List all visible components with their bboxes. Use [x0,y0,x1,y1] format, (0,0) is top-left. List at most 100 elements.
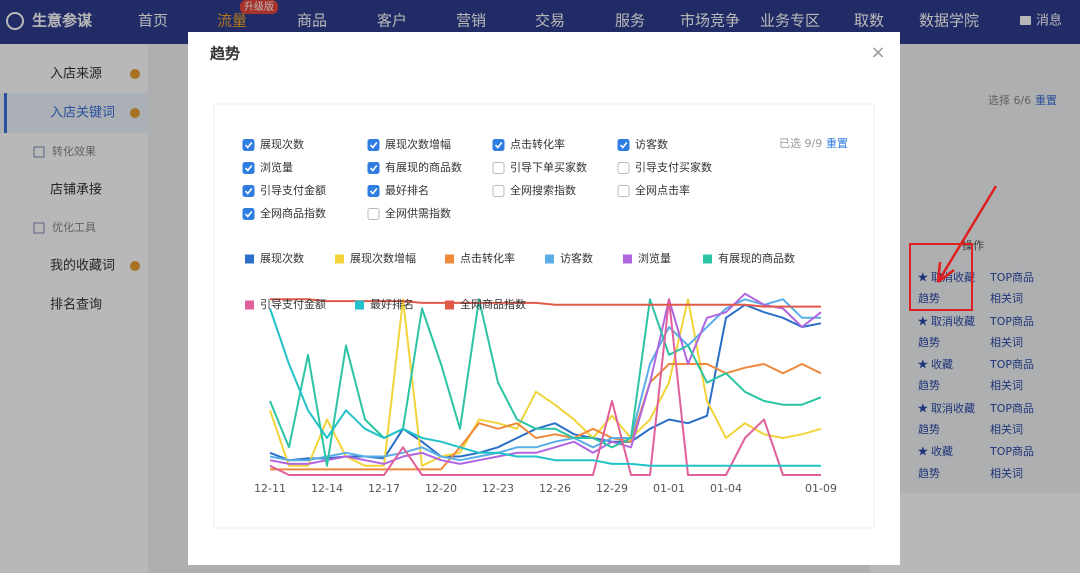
nav-item[interactable]: 数据学院 [919,12,979,30]
action-link[interactable]: 相关词 [990,466,1023,480]
legend-label[interactable]: 浏览量 [638,251,671,265]
x-tick-label: 12-29 [596,482,628,495]
nav-item[interactable]: 客户 [377,12,407,30]
action-link[interactable]: 相关词 [990,335,1023,349]
action-link[interactable]: TOP商品 [989,314,1034,328]
checkbox-label[interactable]: 引导支付金额 [260,183,326,197]
action-link[interactable]: 取消收藏 [931,314,975,328]
nav-item[interactable]: 营销 [456,12,486,30]
legend-label[interactable]: 访客数 [560,251,593,265]
checkbox[interactable] [492,162,505,174]
action-link[interactable]: 趋势 [918,292,940,305]
sidebar-item[interactable]: 店铺承接 [50,182,102,198]
select-reset[interactable]: 重置 [1035,93,1057,107]
legend-swatch [445,254,454,264]
checkmark [619,142,628,149]
nav-item[interactable]: 业务专区 [760,12,820,30]
checkbox-label[interactable]: 全网商品指数 [260,206,326,220]
checkbox[interactable] [242,185,255,197]
x-tick-label: 12-14 [311,482,343,495]
action-link[interactable]: TOP商品 [989,444,1034,458]
modal-reset[interactable]: 重置 [826,136,848,150]
action-link[interactable]: 收藏 [931,357,953,371]
checkbox-label[interactable]: 浏览量 [260,160,293,174]
action-link[interactable]: 趋势 [918,423,940,436]
message[interactable]: 消息 [1036,13,1062,29]
nav-item[interactable]: 取数 [854,12,884,30]
legend-label[interactable]: 引导支付金额 [260,297,326,311]
checkbox[interactable] [367,162,380,174]
checkbox-label[interactable]: 引导支付买家数 [635,160,712,174]
action-link[interactable]: 趋势 [918,336,940,349]
sidebar-active-bar [4,93,7,133]
action-link[interactable]: TOP商品 [989,270,1034,284]
checkbox[interactable] [242,162,255,174]
modal-close[interactable]: × [870,42,885,63]
checkbox-label[interactable]: 点击转化率 [510,137,565,151]
checkbox-label[interactable]: 最好排名 [385,183,429,197]
nav-item[interactable]: 服务 [615,12,645,30]
action-link[interactable]: 收藏 [931,444,953,458]
x-tick-label: 01-09 [805,482,837,495]
nav-item[interactable]: 市场竞争 [680,12,740,30]
checkbox[interactable] [367,139,380,151]
checkbox-label[interactable]: 全网供需指数 [385,206,451,220]
legend-swatch [245,254,254,264]
checkbox[interactable] [242,208,255,220]
action-link[interactable]: TOP商品 [989,401,1034,415]
action-link[interactable]: 趋势 [918,467,940,480]
checkbox-label[interactable]: 展现次数增幅 [385,137,451,151]
checkmark [244,188,253,195]
nav-item[interactable]: 流量 [217,12,247,30]
checkbox-label[interactable]: 引导下单买家数 [510,160,587,174]
action-link[interactable]: 取消收藏 [931,401,975,415]
nav-item[interactable]: 交易 [535,12,565,30]
checkbox[interactable] [617,139,630,151]
x-tick-label: 01-04 [710,482,742,495]
nav-item[interactable]: 首页 [138,12,168,30]
corner-blank [870,493,1080,573]
checkbox-label[interactable]: 访客数 [635,137,668,151]
checkbox[interactable] [492,139,505,151]
checkbox[interactable] [492,185,505,197]
action-link[interactable]: 相关词 [990,378,1023,392]
star-icon: ★ [917,358,929,373]
sidebar-item[interactable]: 入店来源 [50,67,102,82]
legend-label[interactable]: 有展现的商品数 [718,251,795,265]
legend-swatch [703,254,712,264]
checkbox[interactable] [367,185,380,197]
checkbox[interactable] [367,208,380,220]
sidebar-group: 优化工具 [52,220,96,234]
sidebar-item[interactable]: 排名查询 [50,297,102,313]
sidebar-item[interactable]: 我的收藏词 [50,258,115,274]
x-tick-label: 12-20 [425,482,457,495]
legend-label[interactable]: 点击转化率 [460,251,515,265]
checkbox[interactable] [242,139,255,151]
checkbox-label[interactable]: 全网搜索指数 [510,183,576,197]
logo[interactable]: 生意参谋 [32,12,93,30]
action-link[interactable]: TOP商品 [989,357,1034,371]
checkbox[interactable] [617,185,630,197]
checkbox[interactable] [617,162,630,174]
checkbox-label[interactable]: 有展现的商品数 [385,160,462,174]
sidebar-dot [130,69,140,79]
action-link[interactable]: 相关词 [990,291,1023,305]
legend-label[interactable]: 最好排名 [370,297,414,311]
checkbox-label[interactable]: 全网点击率 [635,183,690,197]
checkmark [369,188,378,195]
legend-label[interactable]: 全网商品指数 [460,297,526,311]
checkbox-label[interactable]: 展现次数 [260,137,304,151]
checkmark [244,142,253,149]
action-link[interactable]: 相关词 [990,422,1023,436]
legend-label[interactable]: 展现次数增幅 [350,251,416,265]
checkmark [244,165,253,172]
action-link[interactable]: 趋势 [918,379,940,392]
legend-label[interactable]: 展现次数 [260,251,304,265]
series-line [269,298,822,467]
annotation-arrow [936,185,998,283]
sidebar-item[interactable]: 入店关键词 [50,106,115,121]
x-tick-label: 12-11 [254,482,286,495]
nav-item[interactable]: 商品 [297,12,327,30]
